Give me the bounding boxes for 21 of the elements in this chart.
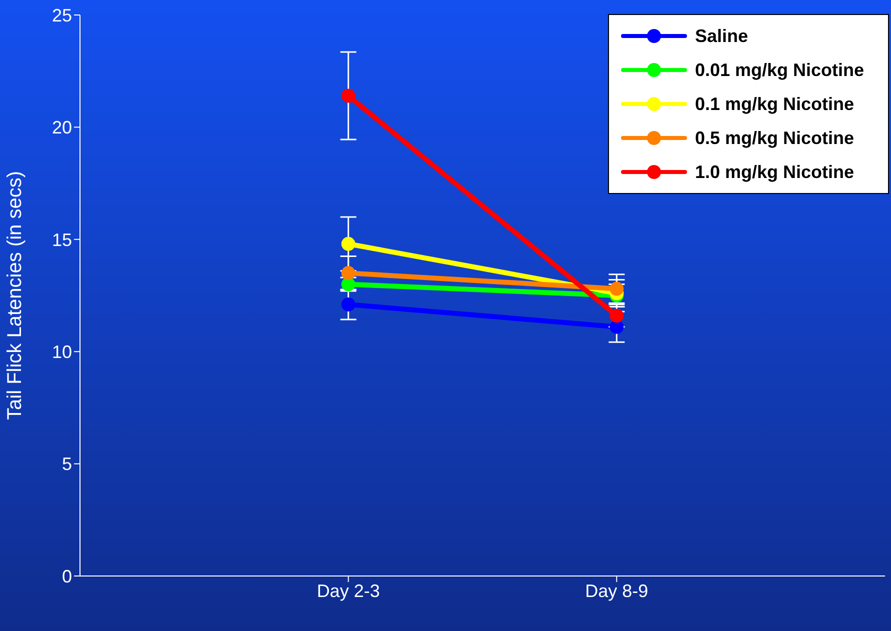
point	[610, 308, 624, 323]
y-axis-title: Tail Flick Latencies (in secs)	[4, 171, 26, 420]
point	[341, 297, 356, 312]
point	[341, 236, 356, 251]
x-tick-label: Day 8-9	[585, 580, 648, 601]
y-tick-label: 20	[52, 118, 72, 138]
y-tick-label: 5	[62, 454, 72, 474]
legend-label: 0.1 mg/kg Nicotine	[694, 94, 854, 114]
y-tick-label: 25	[52, 5, 72, 26]
point	[610, 320, 624, 334]
legend-label: 0.5 mg/kg Nicotine	[694, 128, 854, 148]
y-tick-label: 15	[52, 230, 72, 250]
point	[610, 282, 624, 296]
y-tick-label: 0	[62, 566, 72, 586]
x-tick-label: Day 2-3	[316, 580, 380, 601]
legend-label: 1.0 mg/kg Nicotine	[694, 162, 854, 182]
point	[341, 88, 356, 103]
legend-label: Saline	[694, 26, 748, 46]
y-tick-label: 10	[52, 342, 72, 362]
legend-label: 0.01 mg/kg Nicotine	[694, 60, 864, 80]
point	[341, 266, 356, 280]
